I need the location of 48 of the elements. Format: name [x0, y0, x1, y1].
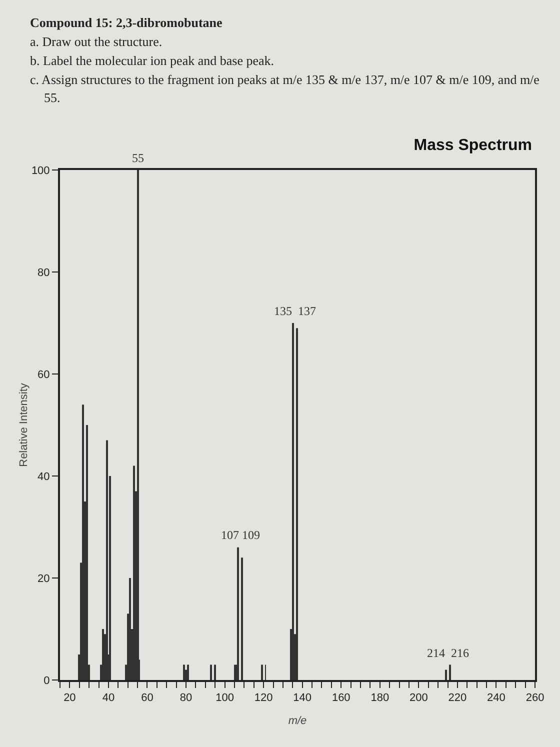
x-tick-label: 20: [64, 692, 76, 704]
annotation: 135 137: [274, 304, 316, 318]
x-axis-title: m/e: [288, 715, 307, 727]
y-tick-label: 80: [38, 266, 50, 279]
bar: [82, 404, 84, 680]
text: b. Label the molecular ion peak and base peak.: [30, 52, 276, 70]
x-tick-label: 200: [409, 692, 428, 704]
bar: [86, 425, 88, 680]
y-axis-title: Relative Intensity: [18, 382, 30, 467]
x-tick-label: 220: [448, 692, 467, 704]
bar: [133, 466, 135, 680]
text: Compound 15: 2,3-dibromobutane: [30, 14, 224, 32]
bar: [214, 664, 216, 680]
bar: [129, 578, 131, 680]
y-tick-label: 0: [44, 674, 50, 687]
x-tick-label: 240: [487, 692, 506, 704]
x-tick-label: 60: [141, 692, 154, 704]
x-tick-label: 160: [332, 692, 350, 704]
y-tick-label: 20: [38, 572, 50, 585]
bar: [292, 323, 294, 680]
bar: [445, 670, 447, 680]
bar: [106, 440, 108, 680]
bar: [210, 664, 212, 680]
x-tick-label: 80: [180, 692, 192, 704]
bar: [137, 170, 139, 680]
bar: [449, 664, 451, 680]
chart-title: Mass Spectrum: [414, 136, 532, 154]
y-tick-label: 100: [31, 164, 50, 177]
bar: [296, 328, 298, 680]
y-tick-label: 40: [38, 470, 50, 483]
y-tick-label: 60: [38, 368, 50, 381]
text: a. Draw out the structure.: [30, 32, 164, 51]
x-tick-label: 40: [102, 692, 115, 704]
annotation: 107 109: [221, 528, 260, 542]
bar: [102, 629, 104, 680]
bar: [237, 547, 239, 680]
text: c. Assign structures to the fragment ion peaks at m/e 135 & m/e 137, m/e 107 & m/e 109, and m/e 55.: [30, 70, 540, 108]
x-tick-label: 100: [216, 692, 234, 704]
x-tick-label: 140: [293, 692, 312, 704]
x-tick-label: 260: [526, 692, 544, 704]
x-tick-label: 120: [254, 692, 273, 704]
bar: [261, 664, 263, 680]
bar: [241, 558, 243, 680]
annotation: 214 216: [427, 646, 469, 660]
annotation: 55: [132, 151, 144, 165]
bar: [187, 664, 189, 680]
x-tick-label: 180: [370, 692, 390, 704]
bar: [183, 664, 185, 680]
